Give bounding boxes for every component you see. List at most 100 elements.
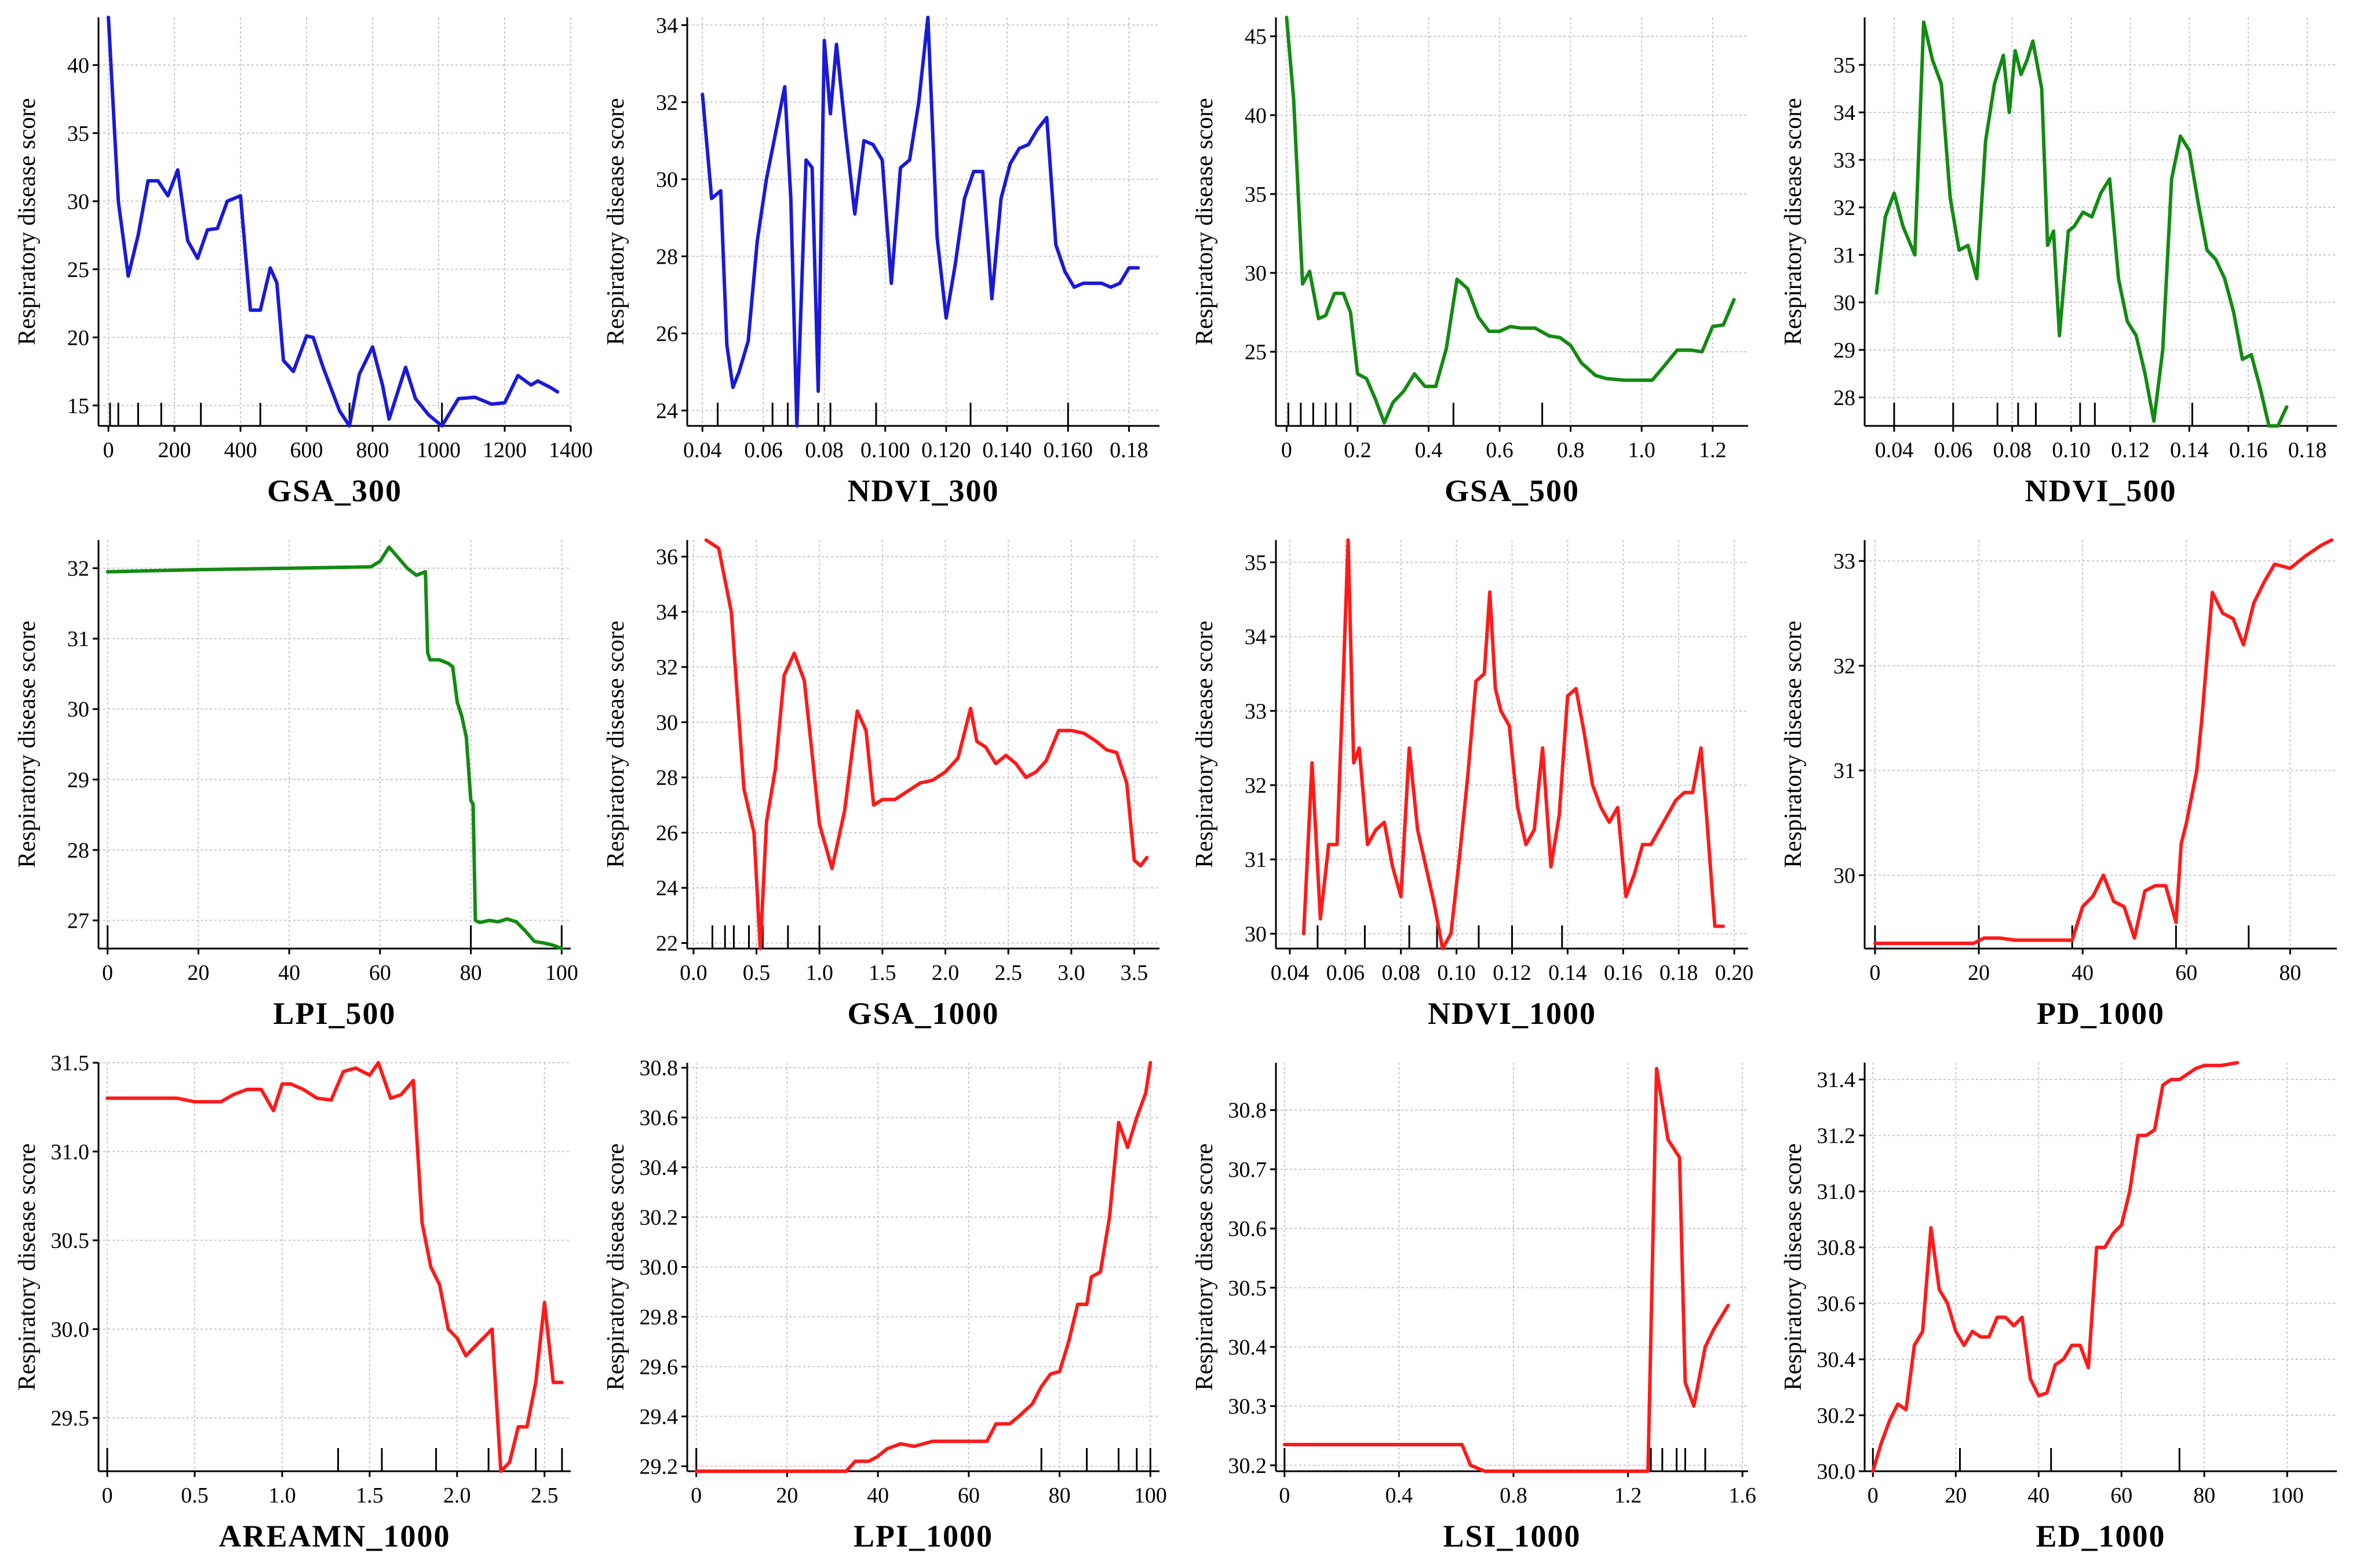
- x-tick-label: 0.20: [1715, 961, 1754, 985]
- x-tick-label: 40: [278, 961, 300, 985]
- x-tick-label: 2.0: [932, 961, 960, 985]
- y-tick-label: 33: [1833, 148, 1855, 173]
- y-tick-label: 35: [67, 122, 89, 146]
- x-tick-label: 1.0: [268, 1483, 296, 1508]
- y-tick-label: 29.6: [640, 1355, 679, 1379]
- x-tick-label: 0.100: [860, 438, 910, 462]
- chart-svg: 0 0.2 0.4 0.6 0.8 1.0 1.2 25 30 35 40 45 Respiratory…: [1191, 16, 1748, 508]
- x-tick-label: 0.18: [2288, 438, 2327, 462]
- x-axis-label: ED_1000: [2036, 1519, 2165, 1554]
- x-tick-label: 100: [1134, 1483, 1167, 1508]
- x-tick-label: 60: [2175, 961, 2197, 985]
- x-tick-label: 0.4: [1415, 438, 1443, 462]
- y-tick-label: 30.4: [640, 1156, 679, 1180]
- y-tick-label: 29: [1833, 338, 1855, 363]
- chart-panel-lsi-1000: 0 0.4 0.8 1.2 1.6 30.2 30.3 30.4 30.5 30.6 30.7 30.…: [1177, 1045, 1766, 1568]
- x-tick-label: 100: [545, 961, 578, 985]
- x-tick-label: 0.10: [1437, 961, 1476, 985]
- y-tick-label: 31: [1245, 848, 1267, 872]
- y-axis-label: Respiratory disease score: [1780, 98, 1807, 345]
- y-tick-label: 30.4: [1817, 1348, 1856, 1372]
- x-tick-label: 200: [158, 438, 191, 462]
- y-axis-label: Respiratory disease score: [603, 1143, 629, 1391]
- series-line: [1301, 538, 1725, 950]
- x-tick-label: 0.14: [2170, 438, 2209, 462]
- y-tick-label: 30: [656, 710, 678, 735]
- series-line: [107, 16, 560, 428]
- y-tick-label: 32: [656, 90, 678, 115]
- x-axis-label: GSA_300: [267, 473, 402, 508]
- chart-panel-gsa-1000: 0.0 0.5 1.0 1.5 2.0 2.5 3.0 3.5 22 24 26 28 30 32 34 36…: [589, 523, 1177, 1045]
- y-tick-label: 30: [1833, 291, 1855, 315]
- x-axis-label: NDVI_300: [847, 473, 999, 508]
- x-tick-label: 0: [102, 1483, 113, 1508]
- y-tick-label: 31: [1833, 759, 1855, 783]
- y-tick-label: 32: [67, 557, 89, 581]
- x-tick-label: 0.04: [1271, 961, 1310, 985]
- y-tick-label: 30.2: [1228, 1454, 1267, 1478]
- y-tick-label: 30: [1833, 863, 1855, 888]
- y-tick-label: 30: [656, 167, 678, 192]
- y-tick-label: 32: [1833, 654, 1855, 679]
- y-axis-label: Respiratory disease score: [14, 621, 41, 868]
- y-tick-label: 45: [1245, 25, 1267, 49]
- y-tick-label: 30: [67, 698, 89, 722]
- y-tick-label: 28: [1833, 386, 1855, 410]
- y-tick-label: 33: [1245, 699, 1267, 724]
- y-tick-label: 35: [1833, 53, 1855, 78]
- x-tick-label: 1.5: [356, 1483, 384, 1508]
- x-tick-label: 0.5: [743, 961, 771, 985]
- x-tick-label: 1.2: [1699, 438, 1727, 462]
- chart-panel-lpi-1000: 0 20 40 60 80 100 29.2 29.4 29.6 29.8 30.0 30.2 30.4…: [589, 1045, 1177, 1568]
- x-tick-label: 0: [1279, 1483, 1290, 1508]
- chart-svg: 0 20 40 60 80 100 29.2 29.4 29.6 29.8 30.0 30.2 30.4…: [603, 1056, 1167, 1554]
- series-line: [1282, 1067, 1730, 1473]
- y-tick-label: 40: [1245, 104, 1267, 128]
- y-tick-label: 28: [67, 838, 89, 863]
- x-tick-label: 20: [187, 961, 209, 985]
- y-tick-label: 30.0: [1817, 1460, 1856, 1484]
- y-axis-label: Respiratory disease score: [1191, 621, 1218, 868]
- series-line: [701, 16, 1140, 428]
- y-tick-label: 30: [1245, 261, 1267, 286]
- y-tick-label: 30.8: [1817, 1236, 1856, 1260]
- x-tick-label: 600: [290, 438, 323, 462]
- x-tick-label: 0.04: [683, 438, 722, 462]
- x-axis-label: LPI_500: [273, 996, 396, 1031]
- y-tick-label: 26: [656, 322, 678, 346]
- y-tick-label: 28: [656, 766, 678, 790]
- y-axis-label: Respiratory disease score: [1780, 621, 1807, 868]
- x-tick-label: 0.140: [982, 438, 1032, 462]
- y-tick-label: 31.2: [1817, 1124, 1856, 1148]
- x-tick-label: 1000: [417, 438, 461, 462]
- y-tick-label: 31: [1833, 243, 1855, 268]
- y-tick-label: 27: [67, 909, 89, 933]
- y-tick-label: 30.0: [640, 1256, 679, 1280]
- chart-panel-ed-1000: 0 20 40 60 80 100 30.0 30.2 30.4 30.6 30.8 31.0 31.2…: [1766, 1045, 2355, 1568]
- series-line: [704, 538, 1149, 950]
- x-tick-label: 80: [2279, 961, 2301, 985]
- x-tick-label: 0: [1869, 961, 1880, 985]
- y-tick-label: 34: [656, 600, 678, 625]
- x-tick-label: 2.0: [443, 1483, 471, 1508]
- x-tick-label: 1400: [549, 438, 593, 462]
- y-tick-label: 36: [656, 545, 678, 570]
- y-tick-label: 29.8: [640, 1305, 679, 1329]
- y-tick-label: 32: [1833, 196, 1855, 220]
- x-tick-label: 1.0: [1628, 438, 1655, 462]
- y-tick-label: 31.5: [51, 1051, 90, 1075]
- x-axis-label: GSA_1000: [847, 996, 999, 1031]
- x-tick-label: 0.14: [1548, 961, 1587, 985]
- y-tick-label: 30.7: [1228, 1158, 1267, 1182]
- x-tick-label: 0.8: [1557, 438, 1585, 462]
- y-axis-label: Respiratory disease score: [603, 98, 629, 345]
- x-tick-label: 20: [1968, 961, 1990, 985]
- chart-svg: 0 20 40 60 80 100 30.0 30.2 30.4 30.6 30.8 31.0 31.2…: [1780, 1061, 2337, 1554]
- y-tick-label: 34: [656, 13, 678, 38]
- y-tick-label: 30.8: [640, 1056, 679, 1081]
- chart-svg: 0.0 0.5 1.0 1.5 2.0 2.5 3.0 3.5 22 24 26 28 30 32 34 36…: [603, 538, 1159, 1031]
- series-line: [105, 545, 564, 950]
- y-tick-label: 35: [1245, 183, 1267, 207]
- x-tick-label: 0.08: [1381, 961, 1420, 985]
